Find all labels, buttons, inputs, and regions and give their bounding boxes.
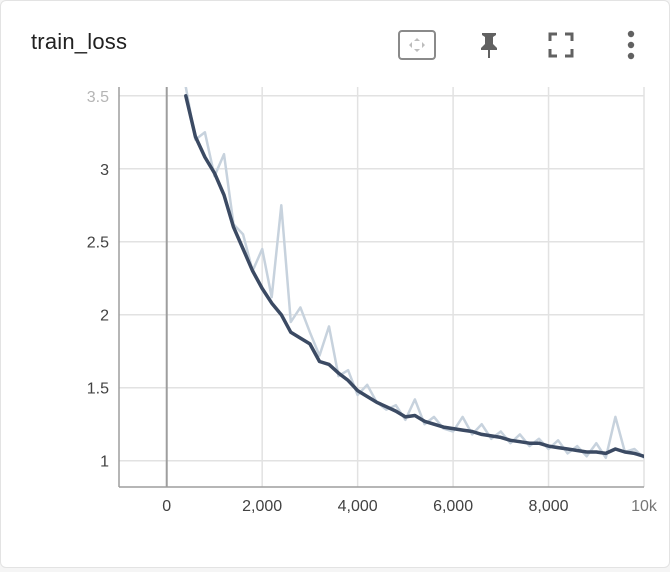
y-tick-label: 2.5 [87,235,109,252]
pin-icon [477,30,501,60]
y-tick-label: 1 [100,454,109,471]
y-tick-label: 3 [100,162,109,179]
line-chart[interactable]: 1 1.5 2 2.5 3 3.5 0 2,000 4,000 6,000 8,000 10k [1,85,669,567]
x-tick-label: 2,000 [242,498,282,515]
x-tick-label: 10k [631,498,658,515]
pin-button[interactable] [469,25,509,65]
y-tick-label: 1.5 [87,381,109,398]
more-vert-icon [626,29,636,61]
fit-domain-icon [397,29,437,61]
chart-area[interactable]: 1 1.5 2 2.5 3 3.5 0 2,000 4,000 6,000 8,000 10k [1,85,669,567]
fullscreen-icon [548,32,574,58]
raw-series-line [184,87,644,460]
x-tick-label: 0 [162,498,171,515]
x-tick-label: 4,000 [338,498,378,515]
more-options-button[interactable] [611,25,651,65]
y-tick-label: 2 [100,308,109,325]
x-tick-label: 6,000 [433,498,473,515]
smoothed-series-line [184,94,644,459]
fit-domain-button[interactable] [397,25,437,65]
chart-title: train_loss [31,29,128,54]
fullscreen-button[interactable] [541,25,581,65]
x-tick-label: 8,000 [529,498,569,515]
y-tick-label: 3.5 [87,89,109,106]
card-header: train_loss [1,1,669,85]
